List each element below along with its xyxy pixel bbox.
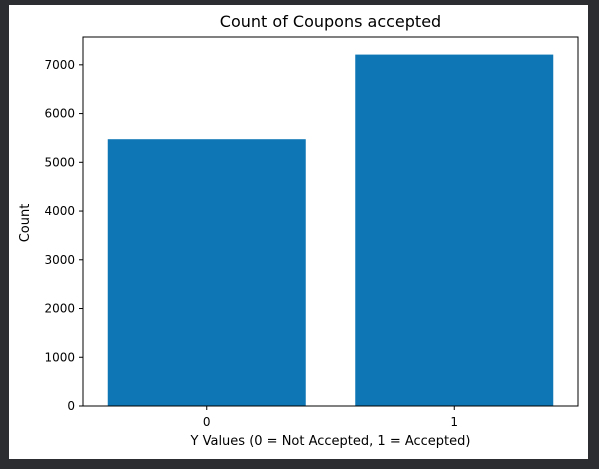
y-tick-label: 4000 — [44, 204, 75, 218]
bar-chart: Count of Coupons accepted 0 1 0 1000 2000 300… — [18, 12, 579, 449]
y-tick-label: 3000 — [44, 253, 75, 267]
y-tick-label: 1000 — [44, 350, 75, 364]
bar-0 — [107, 139, 306, 406]
bars-layer — [107, 54, 554, 407]
bar-1 — [355, 54, 554, 407]
chart-figure: Count of Coupons accepted 0 1 0 1000 2000 300… — [9, 5, 588, 459]
axes-layer: 0 1 0 1000 2000 3000 4000 5000 6000 7000 — [44, 36, 579, 429]
chart-title: Count of Coupons accepted — [220, 12, 441, 31]
x-tick-label: 0 — [203, 415, 211, 429]
y-tick-label: 6000 — [44, 107, 75, 121]
y-tick-label: 5000 — [44, 155, 75, 169]
y-axis-label: Count — [18, 204, 33, 243]
x-axis-label: Y Values (0 = Not Accepted, 1 = Accepted… — [190, 434, 471, 449]
y-tick-label: 2000 — [44, 302, 75, 316]
y-tick-label: 7000 — [44, 58, 75, 72]
y-tick-label: 0 — [67, 399, 75, 413]
plot-frame — [82, 36, 579, 407]
x-tick-label: 1 — [450, 415, 458, 429]
